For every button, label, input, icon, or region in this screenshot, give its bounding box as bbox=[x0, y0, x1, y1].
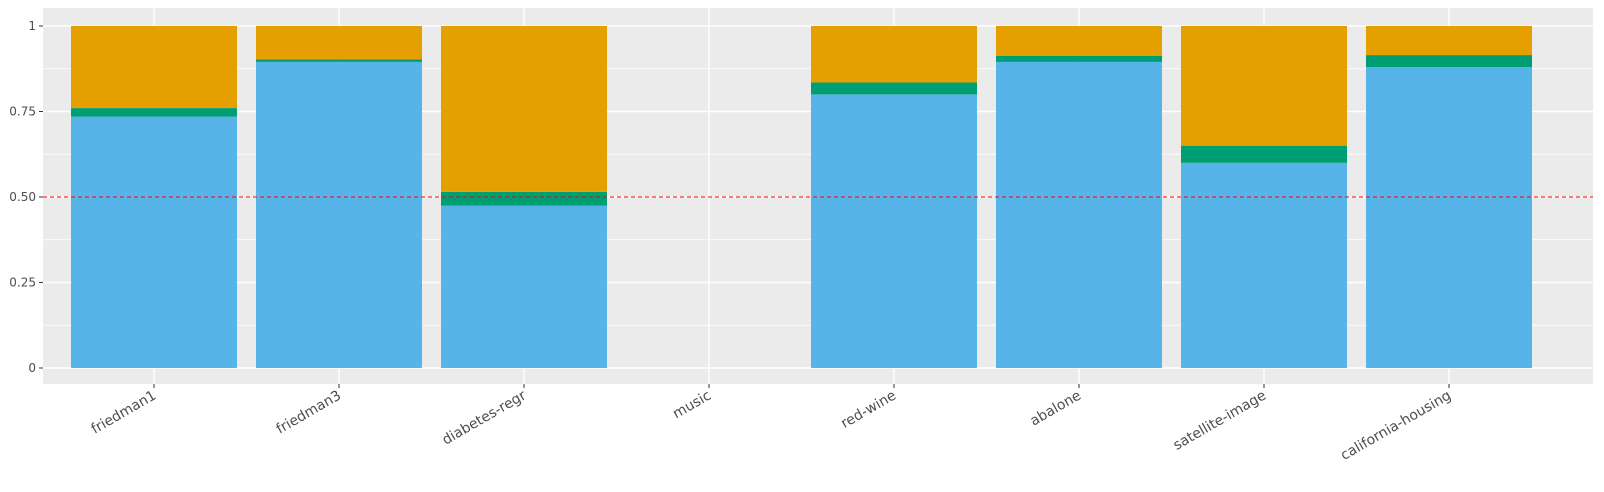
bar-segment-red-wine-2 bbox=[811, 26, 977, 83]
bar-segment-california-housing-0 bbox=[1366, 67, 1532, 368]
bar-segment-friedman1-2 bbox=[71, 26, 237, 109]
bar-segment-abalone-1 bbox=[996, 55, 1162, 62]
bar-segment-friedman1-1 bbox=[71, 108, 237, 117]
x-tick-label: california-housing bbox=[1338, 388, 1454, 464]
bar-segment-red-wine-1 bbox=[811, 82, 977, 95]
y-axis: 0 0.25 0.50 0.75 1 bbox=[9, 19, 43, 375]
bar-segment-abalone-2 bbox=[996, 26, 1162, 56]
x-axis: friedman1 friedman3 diabetes-regr music red-… bbox=[89, 384, 1454, 464]
y-tick-label: 0 bbox=[28, 361, 36, 375]
bar-segment-abalone-0 bbox=[996, 61, 1162, 368]
y-tick-label: 0.75 bbox=[9, 105, 36, 119]
bar-segment-diabetes-regr-2 bbox=[441, 26, 607, 192]
bar-segment-diabetes-regr-0 bbox=[441, 205, 607, 368]
bar-segment-diabetes-regr-1 bbox=[441, 191, 607, 206]
x-tick-label: abalone bbox=[1028, 388, 1084, 430]
x-tick-label: friedman3 bbox=[274, 388, 344, 438]
y-tick-label: 0.50 bbox=[9, 190, 36, 204]
x-tick-label: music bbox=[670, 388, 714, 423]
bar-segment-california-housing-1 bbox=[1366, 55, 1532, 68]
bar-segment-satellite-image-0 bbox=[1181, 162, 1347, 368]
bar-segment-friedman3-0 bbox=[256, 61, 422, 368]
bar-segment-friedman3-1 bbox=[256, 59, 422, 62]
y-tick-label: 0.25 bbox=[9, 276, 36, 290]
bar-segment-red-wine-0 bbox=[811, 94, 977, 369]
x-tick-label: diabetes-regr bbox=[440, 387, 530, 448]
bar-segment-satellite-image-1 bbox=[1181, 145, 1347, 163]
bar-segment-satellite-image-2 bbox=[1181, 26, 1347, 146]
x-tick-label: satellite-image bbox=[1171, 388, 1269, 454]
bar-segment-friedman3-2 bbox=[256, 26, 422, 60]
x-tick-label: red-wine bbox=[838, 388, 899, 432]
bar-segment-california-housing-2 bbox=[1366, 26, 1532, 56]
x-tick-label: friedman1 bbox=[89, 388, 159, 438]
y-tick-label: 1 bbox=[28, 19, 36, 33]
bar-segment-friedman1-0 bbox=[71, 116, 237, 368]
bar-stacks bbox=[71, 26, 1532, 369]
